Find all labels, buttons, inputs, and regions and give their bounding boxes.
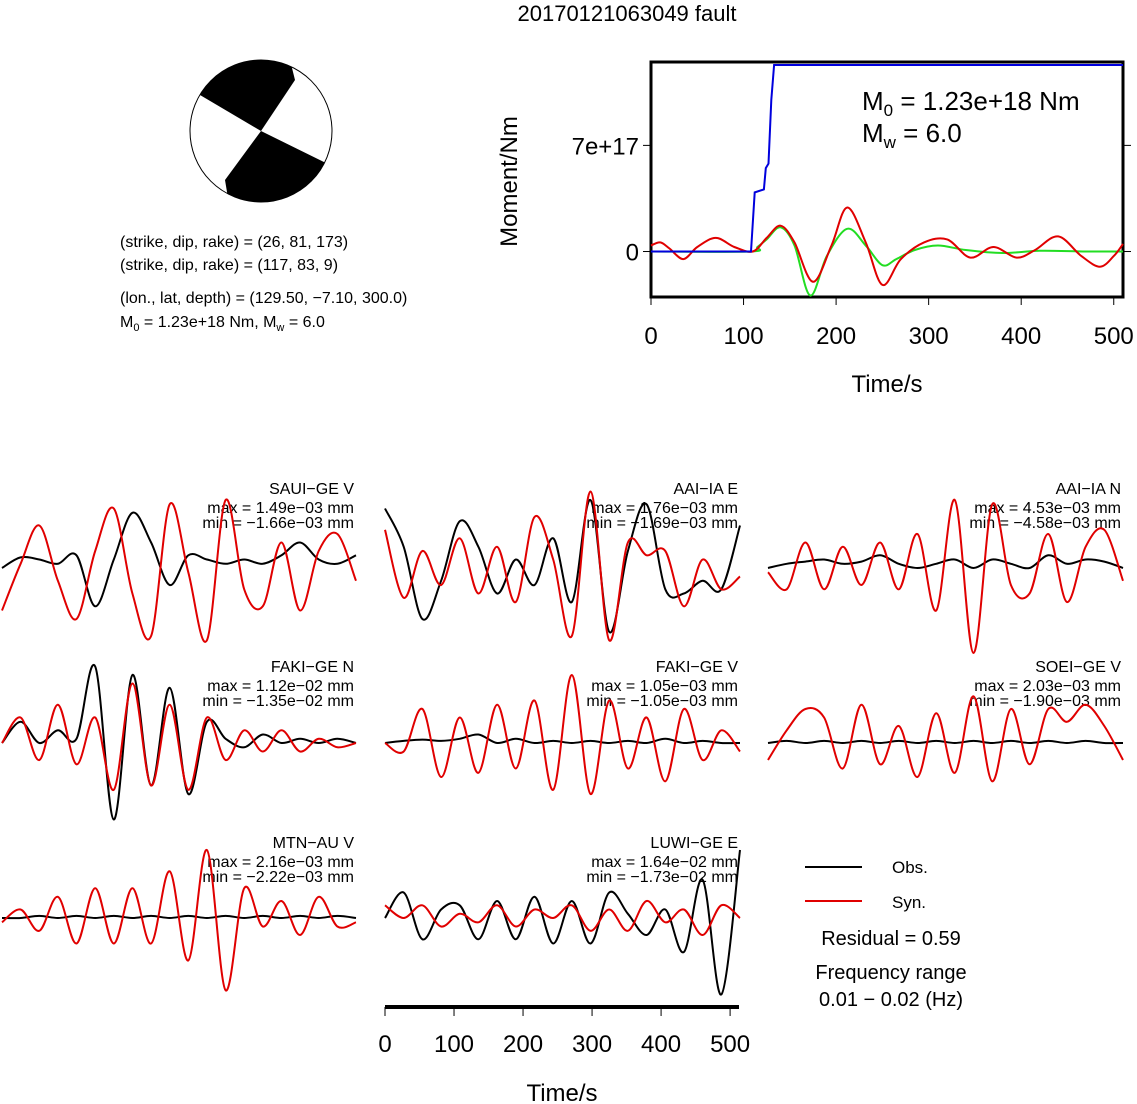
moment-y-axis-label: Moment/Nm bbox=[496, 116, 523, 247]
station-max: max = 1.12e−02 mm bbox=[207, 678, 354, 695]
legend-obs-label: Obs. bbox=[892, 858, 928, 877]
moment-rate-chart: 0 100 200 300 400 500 0 7e+17 Time/s Moment/Nm M0 … bbox=[496, 60, 1134, 398]
wave-x-axis-label: Time/s bbox=[526, 1080, 597, 1104]
location-text: (lon., lat, depth) = (129.50, −7.10, 300… bbox=[120, 290, 407, 307]
moment-x-tick-label: 0 bbox=[644, 323, 657, 350]
moment-x-tick-label: 200 bbox=[816, 323, 856, 350]
syn-trace bbox=[1, 498, 357, 643]
moment-x-tick-label: 500 bbox=[1094, 323, 1134, 350]
moment-series-red bbox=[650, 206, 1124, 286]
station-max: max = 1.49e−03 mm bbox=[207, 500, 354, 517]
station-min: min = −1.05e−03 mm bbox=[586, 693, 738, 710]
station-max: max = 1.64e−02 mm bbox=[591, 854, 738, 871]
frequency-range: 0.01 − 0.02 (Hz) bbox=[819, 989, 963, 1011]
station-max: max = 2.16e−03 mm bbox=[207, 854, 354, 871]
wave-x-tick-label: 400 bbox=[641, 1031, 681, 1058]
residual-text: Residual = 0.59 bbox=[821, 928, 961, 950]
station-name: AAI−IA N bbox=[1056, 481, 1121, 498]
legend: Obs. Syn. bbox=[805, 858, 928, 912]
moment-annotation-mw: Mw = 6.0 bbox=[862, 118, 962, 152]
station-max: max = 2.03e−03 mm bbox=[974, 678, 1121, 695]
figure-title: 20170121063049 fault bbox=[518, 1, 737, 26]
station-max: max = 4.53e−03 mm bbox=[974, 500, 1121, 517]
syn-trace bbox=[767, 498, 1124, 655]
station-name: SOEI−GE V bbox=[1035, 659, 1121, 676]
station-min: min = −4.58e−03 mm bbox=[969, 515, 1121, 532]
obs-trace bbox=[384, 849, 741, 996]
station-min: min = −1.66e−03 mm bbox=[202, 515, 354, 532]
station-name: MTN−AU V bbox=[273, 835, 355, 852]
moment-x-axis-label: Time/s bbox=[851, 371, 922, 398]
station-name: LUWI−GE E bbox=[650, 835, 738, 852]
station-name: FAKI−GE N bbox=[271, 659, 354, 676]
moment-annotation-m0: M0 = 1.23e+18 Nm bbox=[862, 86, 1080, 120]
station-min: min = −1.35e−02 mm bbox=[202, 693, 354, 710]
obs-trace bbox=[384, 733, 741, 745]
plane2-text: (strike, dip, rake) = (117, 83, 9) bbox=[120, 257, 338, 274]
station-max: max = 1.76e−03 mm bbox=[591, 500, 738, 517]
station-min: min = −2.22e−03 mm bbox=[202, 869, 354, 886]
station-min: min = −1.69e−03 mm bbox=[586, 515, 738, 532]
moment-y-tick-label: 0 bbox=[626, 240, 639, 267]
wave-x-tick-label: 300 bbox=[572, 1031, 612, 1058]
moment-plot-frame bbox=[649, 60, 1125, 299]
syn-trace bbox=[1, 848, 357, 992]
station-name: AAI−IA E bbox=[674, 481, 738, 498]
moment-x-tick-label: 100 bbox=[724, 323, 764, 350]
obs-trace bbox=[767, 554, 1124, 570]
station-max: max = 1.05e−03 mm bbox=[591, 678, 738, 695]
syn-trace bbox=[384, 490, 741, 642]
syn-trace bbox=[1, 682, 357, 791]
syn-trace bbox=[384, 900, 741, 936]
syn-trace bbox=[767, 695, 1124, 783]
wave-x-tick-label: 200 bbox=[503, 1031, 543, 1058]
station-name: SAUI−GE V bbox=[269, 481, 354, 498]
obs-trace bbox=[1, 511, 357, 608]
legend-syn-label: Syn. bbox=[892, 893, 926, 912]
wave-x-tick-label: 0 bbox=[378, 1031, 391, 1058]
waveform-time-axis: 0 100 200 300 400 500 Time/s bbox=[378, 1005, 750, 1104]
moment-x-tick-label: 300 bbox=[909, 323, 949, 350]
station-name: FAKI−GE V bbox=[656, 659, 739, 676]
moment-magnitude-text: M0 = 1.23e+18 Nm, Mw = 6.0 bbox=[120, 314, 325, 334]
beachball-icon bbox=[189, 59, 333, 203]
moment-x-tick-label: 400 bbox=[1001, 323, 1041, 350]
plane1-text: (strike, dip, rake) = (26, 81, 173) bbox=[120, 234, 348, 251]
wave-x-tick-label: 100 bbox=[434, 1031, 474, 1058]
wave-x-tick-label: 500 bbox=[710, 1031, 750, 1058]
syn-trace bbox=[384, 673, 741, 796]
moment-series-moment bbox=[651, 64, 1123, 253]
station-min: min = −1.73e−02 mm bbox=[586, 869, 738, 886]
station-min: min = −1.90e−03 mm bbox=[969, 693, 1121, 710]
moment-y-tick-label: 7e+17 bbox=[572, 133, 639, 160]
frequency-title: Frequency range bbox=[815, 962, 966, 984]
